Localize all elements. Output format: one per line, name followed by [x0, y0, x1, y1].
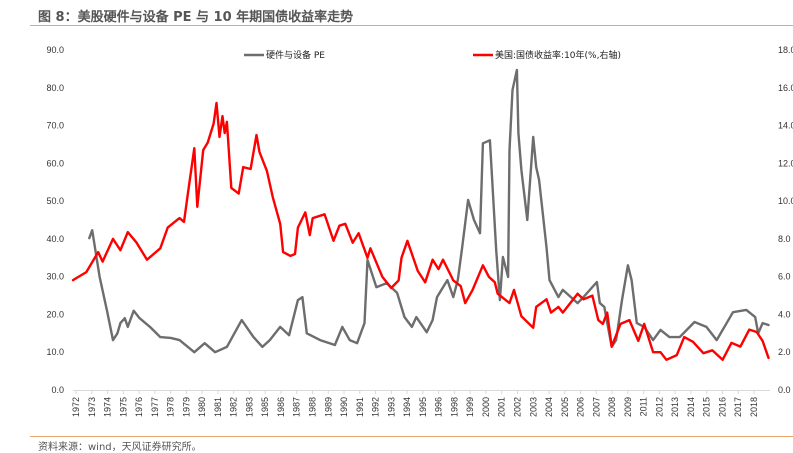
x-tick-label: 2012 [654, 397, 664, 417]
x-tick-label: 2004 [544, 397, 554, 417]
axes: 1972 1973 1974 1975 1976 1977 1978 1979 1980 1981… [46, 45, 793, 417]
source-note: 资料来源：wind，天风证券研究所。 [38, 442, 202, 453]
y-left-tick-label: 10.0 [46, 347, 64, 357]
x-tick-label: 1989 [323, 397, 333, 417]
x-tick-label: 2008 [607, 397, 617, 417]
y-right-tick-label: 18.0 [778, 45, 793, 55]
x-tick-label: 2014 [686, 397, 696, 417]
y-right-tick-label: 2.0 [778, 347, 791, 357]
x-tick-label: 1980 [197, 397, 207, 417]
x-tick-label: 2003 [528, 397, 538, 417]
x-tick-label: 1991 [355, 397, 365, 417]
x-tick-label: 2013 [670, 397, 680, 417]
x-tick-label: 1982 [229, 397, 239, 417]
x-tick-label: 1987 [292, 397, 302, 417]
x-tick-label: 2001 [497, 397, 507, 417]
x-tick-label: 1992 [371, 397, 381, 417]
y-right-tick-label: 6.0 [778, 272, 791, 282]
x-tick-label: 1973 [87, 397, 97, 417]
y-left-tick-label: 90.0 [46, 45, 64, 55]
series-line-yield [71, 101, 770, 361]
y-left-tick-label: 30.0 [46, 272, 64, 282]
x-tick-label: 1977 [150, 397, 160, 417]
x-tick-label: 2018 [749, 397, 759, 417]
y-right-tick-label: 12.0 [778, 158, 793, 168]
y-right-tick-label: 4.0 [778, 309, 791, 319]
x-tick-label: 1974 [103, 397, 113, 417]
x-tick-label: 2016 [717, 397, 727, 417]
source-divider [30, 436, 793, 437]
y-right-tick-label: 10.0 [778, 196, 793, 206]
x-tick-label: 2000 [481, 397, 491, 417]
x-tick-label: 2009 [623, 397, 633, 417]
x-tick-label: 1994 [402, 397, 412, 417]
x-tick-label: 2006 [576, 397, 586, 417]
x-tick-label: 1978 [166, 397, 176, 417]
x-tick-label: 1990 [339, 397, 349, 417]
series-group [71, 68, 770, 361]
y-right-tick-label: 14.0 [778, 121, 793, 131]
x-tick-label: 1983 [244, 397, 254, 417]
x-tick-label: 1979 [181, 397, 191, 417]
legend: 硬件与设备 PE 美国:国债收益率:10年(%,右轴) [244, 49, 621, 61]
legend-label: 美国:国债收益率:10年(%,右轴) [495, 49, 621, 61]
y-right-tick-label: 0.0 [778, 385, 791, 395]
x-tick-label: 1986 [276, 397, 286, 417]
title-divider [30, 25, 793, 26]
y-left-tick-label: 20.0 [46, 309, 64, 319]
x-tick-label: 1988 [308, 397, 318, 417]
x-tick-label: 2005 [560, 397, 570, 417]
y-left-tick-label: 0.0 [51, 385, 64, 395]
x-tick-label: 1985 [260, 397, 270, 417]
x-tick-label: 2015 [702, 397, 712, 417]
legend-label: 硬件与设备 PE [266, 49, 325, 61]
x-tick-label: 1972 [71, 397, 81, 417]
y-right-tick-label: 16.0 [778, 83, 793, 93]
x-tick-label: 1981 [213, 397, 223, 417]
y-left-tick-label: 70.0 [46, 121, 64, 131]
chart-title: 图 8：美股硬件与设备 PE 与 10 年期国债收益率走势 [38, 10, 354, 25]
y-left-tick-label: 60.0 [46, 158, 64, 168]
x-tick-label: 1999 [465, 397, 475, 417]
x-tick-label: 1996 [434, 397, 444, 417]
series-line-pe [88, 68, 770, 354]
x-tick-label: 1993 [386, 397, 396, 417]
y-right-tick-label: 8.0 [778, 234, 791, 244]
y-left-tick-label: 50.0 [46, 196, 64, 206]
x-tick-label: 1976 [134, 397, 144, 417]
x-tick-label: 2011 [639, 397, 649, 416]
x-tick-label: 2002 [512, 397, 522, 417]
y-left-tick-label: 40.0 [46, 234, 64, 244]
x-tick-label: 2007 [591, 397, 601, 417]
y-left-tick-label: 80.0 [46, 83, 64, 93]
x-tick-label: 2017 [733, 397, 743, 417]
x-tick-label: 1995 [418, 397, 428, 417]
x-tick-label: 1975 [118, 397, 128, 417]
x-tick-label: 1998 [449, 397, 459, 417]
